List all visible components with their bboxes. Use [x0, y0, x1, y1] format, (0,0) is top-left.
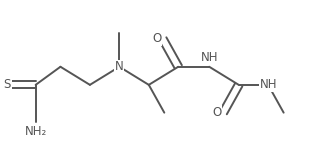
Text: O: O	[212, 106, 222, 119]
Text: O: O	[152, 32, 161, 45]
Text: NH: NH	[259, 78, 277, 91]
Text: NH: NH	[201, 51, 218, 64]
Text: NH₂: NH₂	[24, 125, 47, 138]
Text: N: N	[115, 60, 124, 73]
Text: S: S	[3, 78, 11, 91]
